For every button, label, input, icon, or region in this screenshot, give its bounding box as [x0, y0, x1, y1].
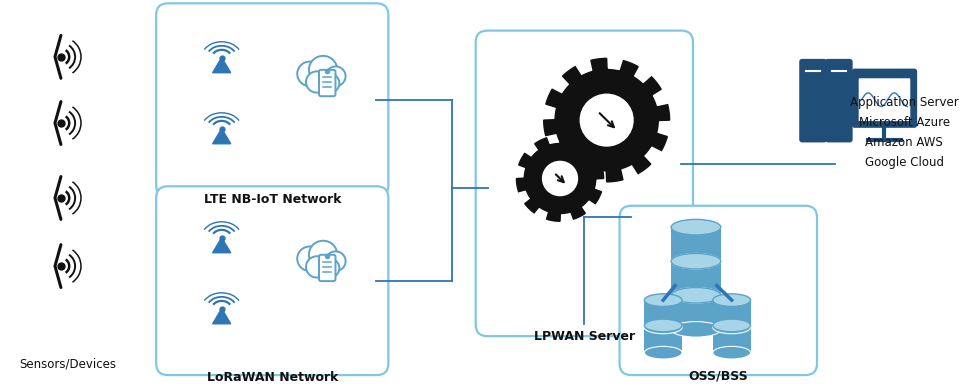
FancyBboxPatch shape — [859, 78, 911, 121]
Circle shape — [309, 241, 337, 269]
Polygon shape — [212, 128, 231, 144]
Circle shape — [542, 160, 579, 197]
Text: LoRaWAN Network: LoRaWAN Network — [206, 371, 338, 384]
Circle shape — [306, 256, 327, 277]
FancyBboxPatch shape — [156, 3, 389, 197]
Ellipse shape — [645, 319, 682, 332]
FancyBboxPatch shape — [801, 60, 826, 142]
FancyBboxPatch shape — [671, 227, 721, 261]
Ellipse shape — [671, 253, 721, 269]
Circle shape — [325, 67, 346, 86]
FancyBboxPatch shape — [319, 255, 335, 281]
Ellipse shape — [645, 321, 682, 334]
Circle shape — [297, 247, 322, 271]
Ellipse shape — [713, 319, 751, 332]
FancyBboxPatch shape — [852, 70, 917, 127]
Circle shape — [325, 252, 346, 271]
Ellipse shape — [671, 322, 721, 337]
Polygon shape — [516, 136, 604, 221]
Ellipse shape — [645, 346, 682, 359]
Ellipse shape — [671, 219, 721, 235]
Ellipse shape — [645, 294, 682, 307]
Text: LPWAN Server: LPWAN Server — [534, 330, 635, 343]
FancyBboxPatch shape — [645, 325, 682, 353]
FancyBboxPatch shape — [619, 206, 817, 375]
Circle shape — [319, 74, 339, 93]
Ellipse shape — [713, 321, 751, 334]
Text: Application Server
Microsoft Azure
Amazon AWS
Google Cloud: Application Server Microsoft Azure Amazo… — [850, 96, 958, 169]
Polygon shape — [212, 58, 231, 73]
Ellipse shape — [713, 294, 751, 307]
Circle shape — [297, 62, 322, 86]
FancyBboxPatch shape — [671, 295, 721, 329]
Polygon shape — [543, 58, 669, 182]
FancyBboxPatch shape — [826, 60, 851, 142]
Text: Sensors/Devices: Sensors/Devices — [19, 357, 116, 370]
Polygon shape — [212, 238, 231, 253]
Polygon shape — [212, 308, 231, 324]
FancyBboxPatch shape — [671, 261, 721, 295]
Ellipse shape — [671, 288, 721, 303]
Circle shape — [319, 258, 339, 278]
Circle shape — [306, 71, 327, 92]
FancyBboxPatch shape — [713, 325, 751, 353]
FancyBboxPatch shape — [713, 300, 751, 327]
FancyBboxPatch shape — [156, 186, 389, 375]
Text: LTE NB-IoT Network: LTE NB-IoT Network — [204, 193, 341, 206]
Circle shape — [579, 93, 634, 147]
FancyBboxPatch shape — [319, 70, 335, 96]
Ellipse shape — [671, 288, 721, 303]
Text: OSS/BSS: OSS/BSS — [689, 369, 748, 382]
Circle shape — [309, 56, 337, 84]
Ellipse shape — [713, 346, 751, 359]
FancyBboxPatch shape — [645, 300, 682, 327]
FancyBboxPatch shape — [475, 31, 693, 336]
Ellipse shape — [671, 253, 721, 269]
